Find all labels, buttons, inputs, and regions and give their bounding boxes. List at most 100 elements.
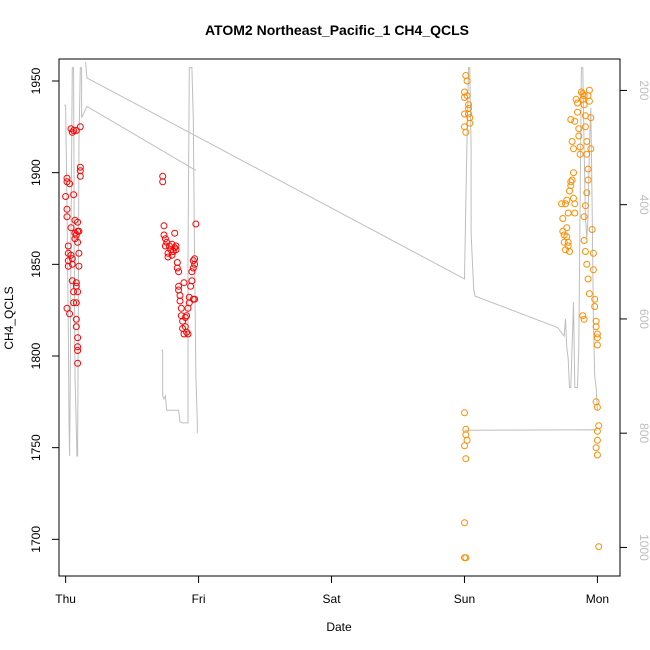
data-point-s2-98 [595, 543, 603, 551]
data-point-s1-69 [175, 282, 183, 290]
data-point-s1-73 [177, 304, 185, 312]
data-point-s1-13 [70, 127, 78, 134]
x-axis-label: Date [326, 620, 352, 634]
data-point-s1-17 [67, 251, 75, 259]
data-point-s2-88 [593, 330, 601, 338]
data-point-s1-21 [70, 288, 78, 296]
data-point-s1-92 [191, 255, 199, 263]
data-point-s2-21 [462, 554, 470, 562]
data-point-s2-13 [461, 409, 468, 417]
data-point-s2-49 [574, 99, 581, 107]
data-point-s2-53 [576, 143, 584, 151]
data-point-s1-72 [176, 297, 184, 305]
data-point-s1-10 [66, 310, 74, 318]
y2-tick-label-4: 1000 [637, 534, 650, 561]
data-point-s2-7 [463, 92, 471, 100]
data-point-s2-46 [570, 145, 577, 153]
data-point-s2-69 [584, 165, 592, 173]
data-point-s1-41 [75, 249, 83, 257]
data-point-s2-76 [583, 260, 591, 268]
data-point-s2-47 [571, 117, 579, 125]
data-point-s2-84 [591, 295, 599, 303]
y-tick-label-1: 1750 [29, 434, 43, 461]
data-point-s1-30 [72, 315, 80, 323]
data-point-s1-64 [172, 246, 180, 254]
data-point-s2-65 [585, 86, 593, 94]
data-point-s2-77 [584, 275, 592, 283]
chart-title: ATOM2 Northeast_Pacific_1 CH4_QCLS [205, 22, 469, 38]
data-point-s1-33 [74, 343, 82, 351]
data-point-s1-53 [161, 242, 169, 250]
y-tick-label-4: 1900 [29, 159, 43, 186]
data-point-s2-26 [560, 238, 568, 246]
data-point-s1-0 [63, 174, 71, 182]
data-point-s1-88 [188, 268, 196, 276]
data-point-s2-71 [583, 189, 591, 197]
y-tick-label-2: 1800 [29, 342, 43, 369]
data-point-s2-16 [463, 436, 471, 444]
data-point-s1-45 [76, 163, 84, 171]
data-point-s2-59 [580, 101, 588, 109]
data-point-s1-31 [72, 323, 80, 331]
data-point-s1-5 [64, 242, 72, 250]
data-point-s2-78 [585, 290, 593, 298]
data-point-s1-4 [62, 193, 70, 200]
data-point-s2-28 [563, 224, 571, 232]
x-tick-label-2: Sat [323, 592, 342, 606]
data-point-s2-58 [580, 92, 588, 100]
data-point-s1-65 [171, 229, 179, 237]
data-point-s2-87 [592, 323, 600, 331]
plot-frame [58, 58, 621, 577]
data-point-s1-67 [173, 264, 181, 272]
data-point-s2-79 [579, 312, 587, 320]
data-point-s2-33 [562, 200, 569, 208]
data-point-s2-39 [568, 176, 576, 184]
data-point-s1-35 [74, 359, 82, 367]
data-point-s2-85 [591, 303, 599, 310]
data-point-s1-93 [192, 220, 200, 228]
data-point-s2-70 [584, 176, 592, 184]
data-point-s1-68 [175, 268, 183, 276]
data-point-s2-95 [593, 436, 601, 444]
data-point-s1-29 [72, 299, 80, 307]
data-point-s2-63 [583, 150, 591, 158]
data-point-s2-40 [570, 169, 577, 177]
data-point-s2-54 [576, 150, 584, 158]
data-point-s2-52 [575, 132, 583, 140]
data-point-s2-44 [567, 116, 575, 123]
data-point-s2-61 [581, 123, 589, 131]
y-axis: 1700 1750 1800 1850 1900 1950 [29, 67, 60, 553]
data-point-s1-89 [189, 264, 197, 272]
data-point-s1-81 [183, 328, 191, 336]
data-point-s1-22 [70, 191, 78, 199]
data-point-s2-17 [461, 442, 468, 450]
data-point-s1-9 [63, 304, 71, 312]
data-point-s1-62 [171, 244, 179, 252]
data-point-s2-43 [571, 209, 579, 217]
data-point-s1-43 [74, 288, 82, 296]
x-tick-label-4: Mon [586, 592, 609, 606]
y2-axis: 200 400 600 800 1000 [619, 80, 650, 561]
data-point-s2-50 [574, 108, 581, 116]
x-axis: Thu Fri Sat Sun Mon [55, 575, 609, 606]
data-point-s2-34 [563, 196, 571, 204]
data-point-s2-97 [593, 451, 601, 459]
altitude-line-3 [464, 429, 598, 431]
data-point-s2-75 [581, 248, 589, 255]
data-point-s1-34 [74, 347, 82, 354]
data-point-s1-78 [181, 314, 189, 321]
data-point-s2-12 [466, 119, 474, 127]
data-point-s1-8 [64, 262, 72, 270]
data-point-s1-87 [188, 277, 196, 285]
y2-tick-label-3: 800 [637, 423, 650, 443]
data-point-s2-6 [463, 77, 471, 85]
data-point-s2-72 [581, 202, 589, 210]
data-point-s2-45 [568, 138, 576, 145]
data-point-s2-92 [593, 403, 601, 411]
data-point-s2-51 [575, 125, 583, 133]
data-point-s2-81 [588, 226, 596, 233]
data-point-s2-96 [592, 444, 600, 452]
data-point-s2-24 [559, 227, 567, 235]
data-point-s1-42 [75, 262, 83, 270]
